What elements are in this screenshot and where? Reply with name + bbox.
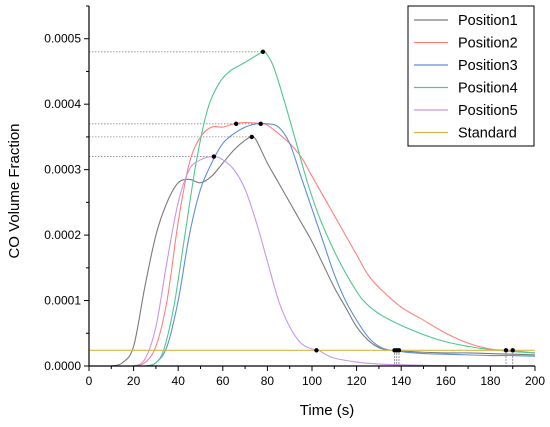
x-tick-label: 100 — [302, 374, 322, 388]
y-tick-label: 0.0001 — [44, 294, 81, 308]
x-tick-label: 20 — [127, 374, 141, 388]
x-tick-label: 200 — [525, 374, 545, 388]
legend-label: Position1 — [458, 13, 518, 29]
series-line-position1 — [111, 136, 536, 367]
y-tick-label: 0.0004 — [44, 97, 81, 111]
series-line-position2 — [133, 121, 536, 367]
peak-marker — [249, 134, 254, 140]
axes: 0 20 40 60 80 100 120 140 160 180 200 0.0000 0.0001 0… — [44, 5, 545, 388]
y-tick-label: 0.0002 — [44, 228, 81, 242]
y-tick-label: 0.0005 — [44, 32, 81, 46]
series-lines — [89, 51, 536, 367]
y-axis-title: CO Volume Fraction — [6, 123, 23, 258]
x-tick-label: 180 — [480, 374, 500, 388]
x-axis-title: Time (s) — [300, 402, 354, 419]
peak-marker — [314, 348, 319, 353]
legend-label: Standard — [458, 126, 517, 142]
legend-label: Position4 — [458, 81, 518, 97]
peak-markers — [211, 49, 515, 353]
series-line-position3 — [144, 122, 536, 367]
x-tick-label: 120 — [347, 374, 367, 388]
x-tick-label: 140 — [391, 374, 411, 388]
legend-label: Position5 — [458, 103, 518, 119]
series-line-position5 — [133, 155, 535, 367]
peak-marker — [260, 49, 266, 55]
legend-box — [407, 5, 535, 147]
x-tick-label: 160 — [436, 374, 456, 388]
peak-marker — [503, 348, 509, 353]
x-tick-label: 60 — [216, 374, 230, 388]
y-tick-label: 0.0000 — [44, 359, 81, 373]
legend-label: Position2 — [458, 36, 518, 52]
x-tick-label: 0 — [86, 374, 93, 388]
series-line-position4 — [151, 51, 536, 367]
x-tick-label: 40 — [172, 374, 186, 388]
y-tick-label: 0.0003 — [44, 163, 81, 177]
x-tick-label: 80 — [261, 374, 275, 388]
peak-marker — [211, 154, 217, 159]
peak-marker — [233, 121, 239, 127]
legend-label: Position3 — [458, 58, 518, 74]
peak-marker — [396, 348, 402, 353]
reference-lines — [89, 51, 514, 366]
legend: Position1 Position2 Position3 Position4 Posi… — [407, 5, 535, 147]
peak-marker — [510, 348, 515, 353]
peak-marker — [258, 121, 263, 127]
